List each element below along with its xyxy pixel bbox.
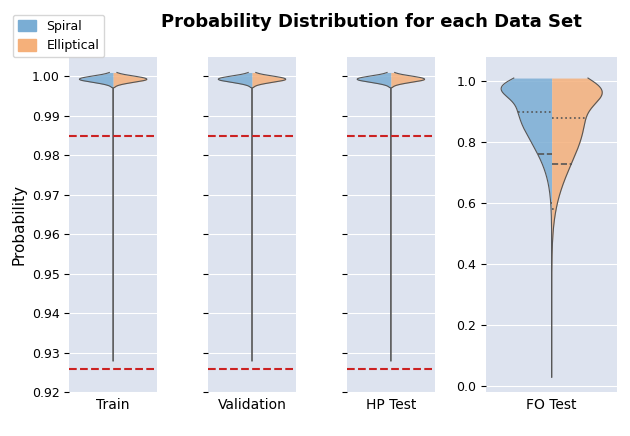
X-axis label: Train: Train (96, 398, 130, 412)
Text: Probability Distribution for each Data Set: Probability Distribution for each Data S… (161, 13, 582, 31)
X-axis label: HP Test: HP Test (365, 398, 416, 412)
Legend: Spiral, Elliptical: Spiral, Elliptical (13, 15, 104, 57)
X-axis label: Validation: Validation (217, 398, 287, 412)
X-axis label: FO Test: FO Test (527, 398, 577, 412)
Y-axis label: Probability: Probability (11, 184, 26, 265)
